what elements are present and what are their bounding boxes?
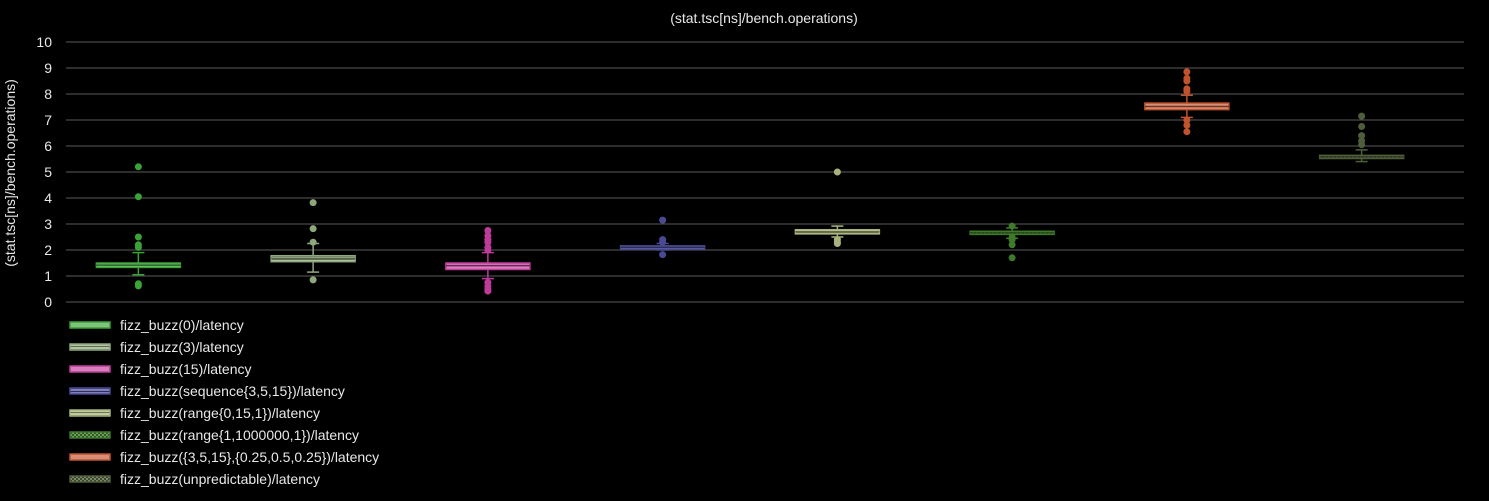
legend-item: fizz_buzz(0)/latency <box>69 317 244 333</box>
box-series <box>95 68 1405 295</box>
legend-swatch <box>69 453 111 461</box>
y-tick-label: 9 <box>44 60 52 76</box>
outlier-point <box>134 163 142 171</box>
outlier-point <box>1008 236 1016 244</box>
outlier-point <box>1183 87 1191 95</box>
outlier-point <box>134 282 142 290</box>
outlier-point <box>1183 121 1191 129</box>
legend-item: fizz_buzz(range{0,15,1})/latency <box>69 405 320 421</box>
box-series-6 <box>969 222 1055 262</box>
legend-item: fizz_buzz(15)/latency <box>69 361 252 377</box>
y-tick-label: 8 <box>44 86 52 102</box>
box-series-8 <box>1318 112 1405 163</box>
legend-label: fizz_buzz(15)/latency <box>120 361 252 377</box>
box-series-5 <box>794 168 881 247</box>
outlier-point <box>134 193 142 201</box>
legend-label: fizz_buzz(sequence{3,5,15})/latency <box>120 383 345 399</box>
outlier-point <box>309 238 317 246</box>
box-series-1 <box>95 163 182 290</box>
y-tick-label: 1 <box>44 268 52 284</box>
outlier-point <box>309 276 317 284</box>
outlier-point <box>1183 116 1191 124</box>
legend-label: fizz_buzz(3)/latency <box>120 339 244 355</box>
outlier-point <box>1183 68 1191 76</box>
outlier-point <box>484 246 492 254</box>
legend-swatch <box>69 365 111 373</box>
chart-title: (stat.tsc[ns]/bench.operations) <box>670 10 858 26</box>
legend-label: fizz_buzz(range{1,1000000,1})/latency <box>120 427 359 443</box>
legend-item: fizz_buzz(range{1,1000000,1})/latency <box>69 427 359 443</box>
outlier-point <box>1183 128 1191 136</box>
y-tick-label: 7 <box>44 112 52 128</box>
legend-swatch <box>69 343 111 351</box>
y-tick-label: 6 <box>44 138 52 154</box>
outlier-point <box>1358 132 1366 140</box>
box-series-4 <box>619 216 706 259</box>
y-tick-label: 4 <box>44 190 52 206</box>
outlier-point <box>484 287 492 295</box>
y-tick-label: 2 <box>44 242 52 258</box>
legend-item: fizz_buzz(sequence{3,5,15})/latency <box>69 383 345 399</box>
outlier-point <box>1008 222 1016 230</box>
legend-swatch <box>69 387 111 395</box>
legend-swatch <box>69 475 111 483</box>
outlier-point <box>134 233 142 241</box>
box-series-7 <box>1144 68 1230 136</box>
outlier-point <box>134 243 142 251</box>
outlier-point <box>309 199 317 207</box>
grid-lines <box>66 41 1464 303</box>
box-series-3 <box>445 227 531 295</box>
y-tick-label: 0 <box>44 294 52 310</box>
outlier-point <box>659 216 667 224</box>
outlier-point <box>1358 123 1366 130</box>
outlier-point <box>1008 241 1016 249</box>
outlier-point <box>1183 77 1191 85</box>
outlier-point <box>309 225 317 233</box>
y-axis-ticks: 0 1 2 3 4 5 6 7 8 9 10 <box>36 34 52 310</box>
legend-label: fizz_buzz(range{0,15,1})/latency <box>120 405 320 421</box>
outlier-point <box>484 238 492 246</box>
legend: fizz_buzz(0)/latency fizz_buzz(3)/latency… <box>69 317 379 487</box>
legend-label: fizz_buzz(unpredictable)/latency <box>120 471 320 487</box>
legend-swatch <box>69 321 111 329</box>
outlier-point <box>1358 112 1366 120</box>
y-axis-label: (stat.tsc[ns]/bench.operations) <box>2 79 18 267</box>
outlier-point <box>1008 254 1016 262</box>
legend-swatch <box>69 431 111 439</box>
outlier-point <box>484 227 492 234</box>
outlier-point <box>659 251 667 259</box>
legend-item: fizz_buzz(3)/latency <box>69 339 244 355</box>
legend-item: fizz_buzz(unpredictable)/latency <box>69 471 320 487</box>
outlier-point <box>833 240 841 247</box>
y-tick-label: 10 <box>36 34 52 50</box>
outlier-point <box>1358 141 1366 149</box>
legend-label: fizz_buzz({3,5,15},{0.25,0.5,0.25})/late… <box>120 449 379 465</box>
box-series-2 <box>270 199 356 284</box>
y-tick-label: 3 <box>44 216 52 232</box>
legend-label: fizz_buzz(0)/latency <box>120 317 244 333</box>
y-tick-label: 5 <box>44 164 52 180</box>
outlier-point <box>833 168 841 176</box>
outlier-point <box>659 238 667 246</box>
legend-swatch <box>69 409 111 417</box>
legend-item: fizz_buzz({3,5,15},{0.25,0.5,0.25})/late… <box>69 449 379 465</box>
